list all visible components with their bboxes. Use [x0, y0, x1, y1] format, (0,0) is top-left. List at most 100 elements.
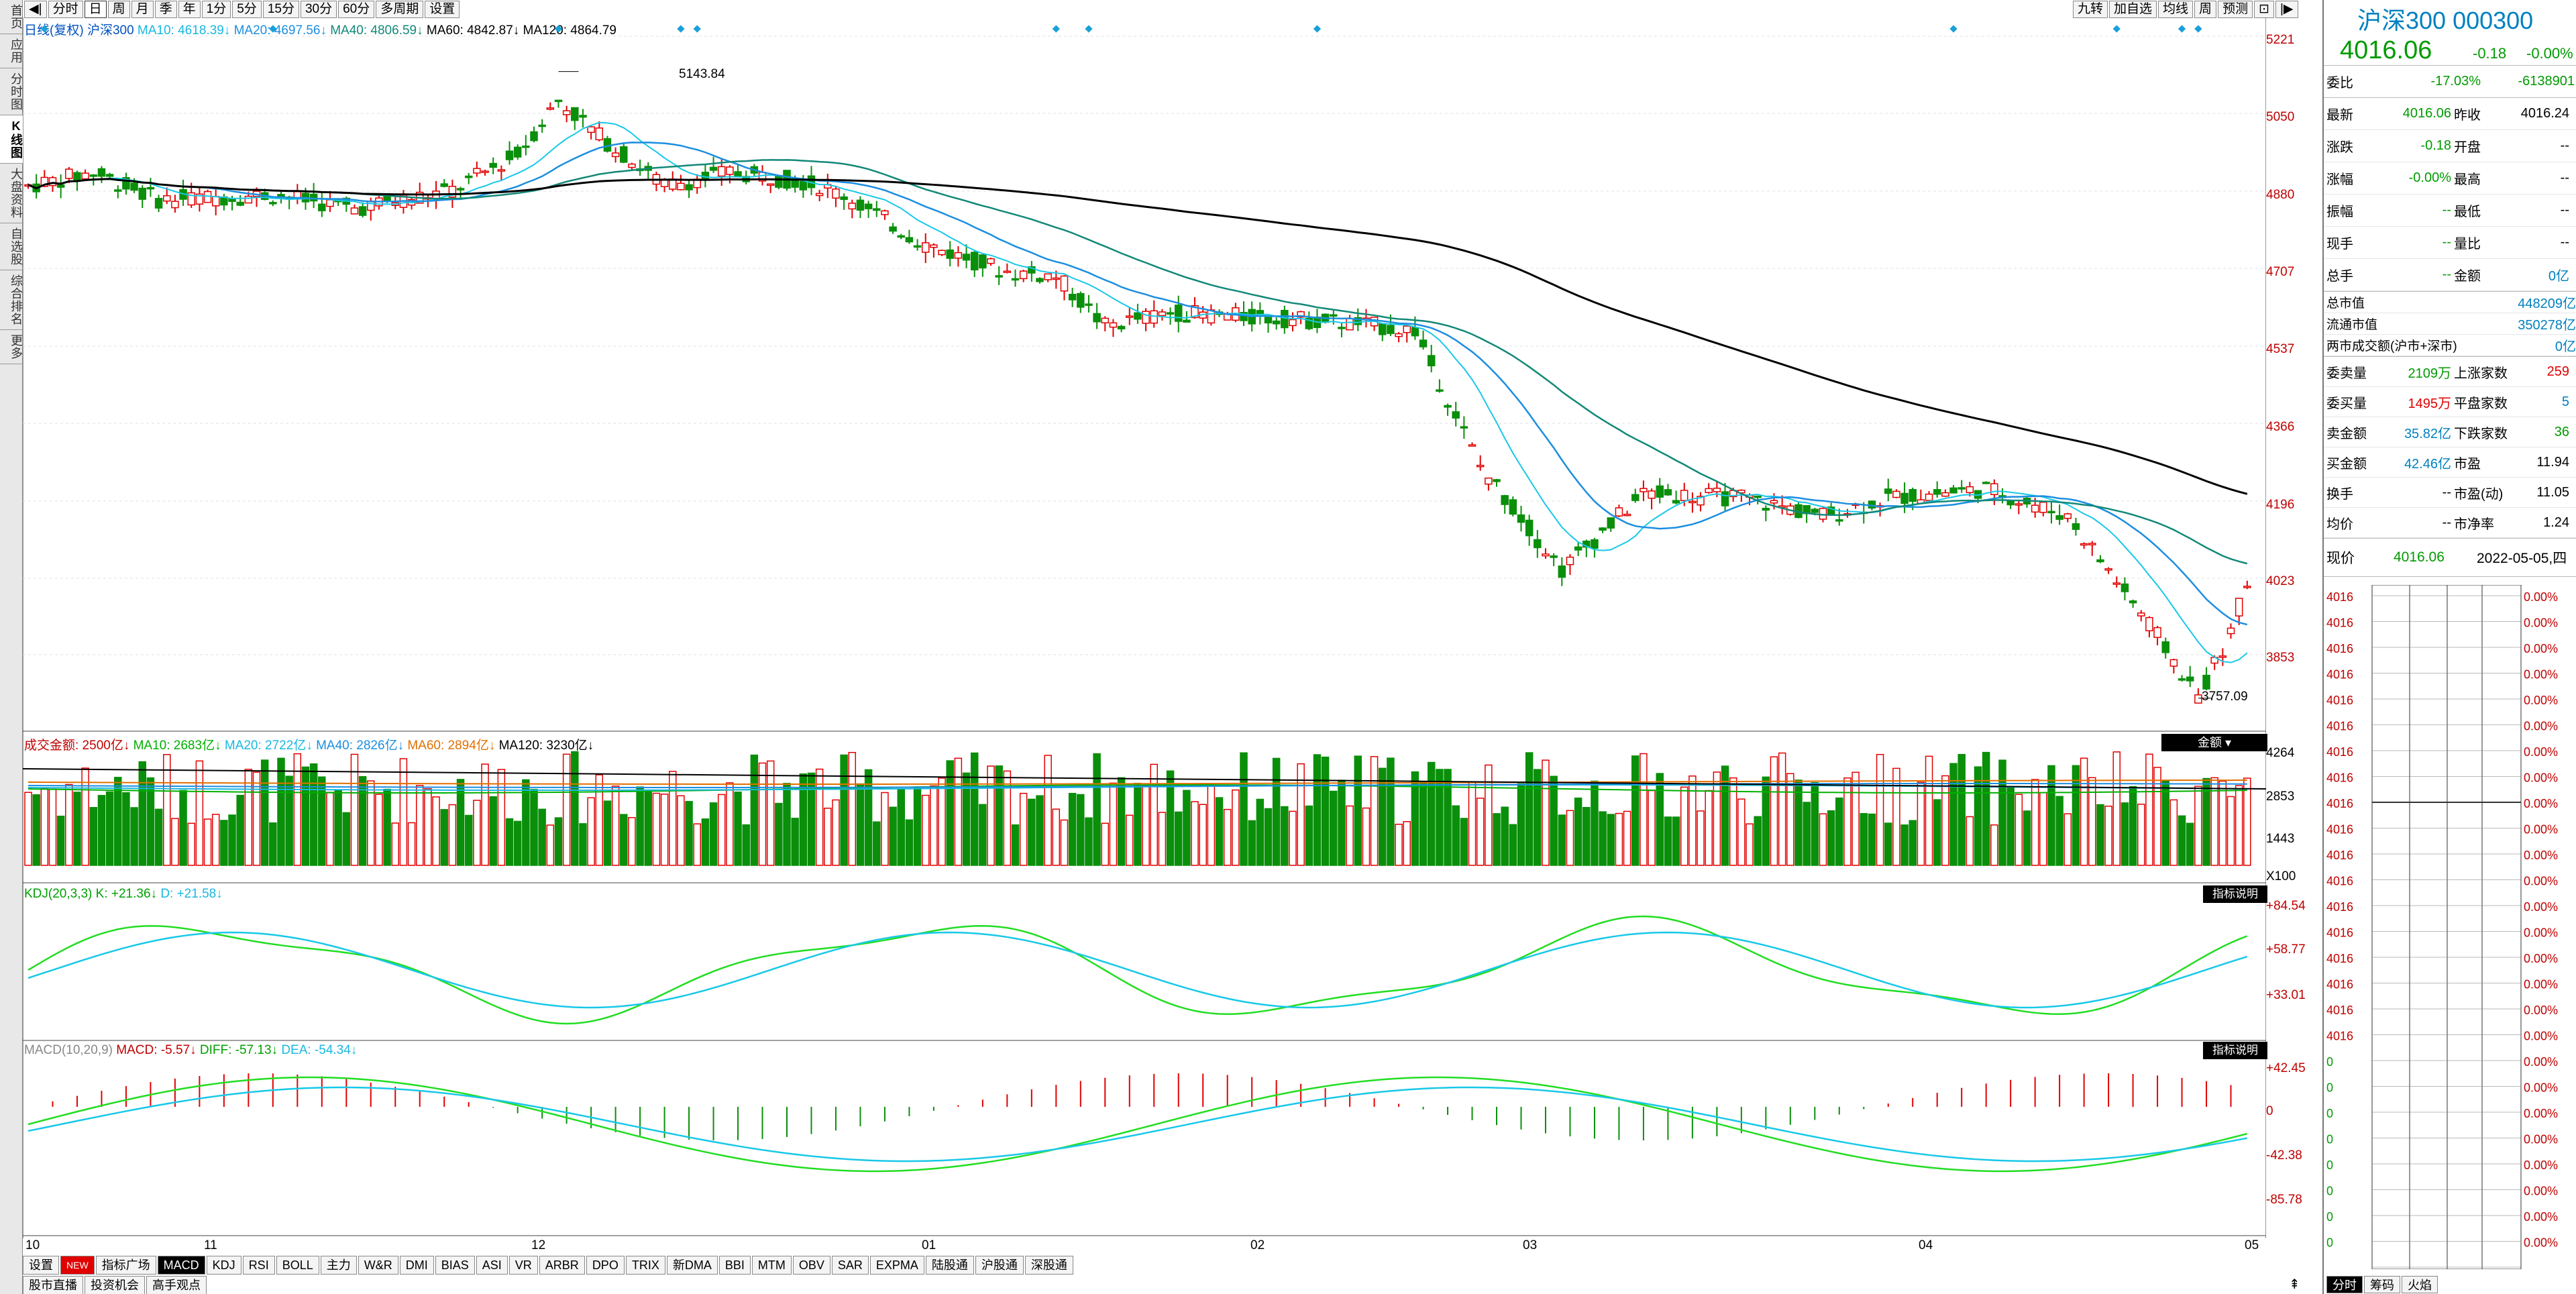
quote-row-label: 涨幅	[2326, 172, 2353, 187]
period-button-5[interactable]: 年	[178, 1, 201, 18]
event-marker-icon[interactable]	[1085, 25, 1093, 33]
mini-frame	[2371, 585, 2522, 1269]
event-marker-icon[interactable]	[2194, 25, 2202, 33]
indicator-tab-6[interactable]: BOLL	[276, 1256, 319, 1275]
indicator-tab-23[interactable]: 沪股通	[975, 1256, 1024, 1275]
indicator-tab-5[interactable]: RSI	[242, 1256, 275, 1275]
event-marker-icon[interactable]	[1949, 25, 1957, 33]
candle-body	[326, 199, 334, 207]
event-marker-icon[interactable]	[269, 25, 277, 33]
period-button-12[interactable]: 设置	[425, 1, 460, 18]
indicator-tab-7[interactable]: 主力	[320, 1256, 357, 1275]
candle-body	[1150, 310, 1158, 324]
indicator-tab-24[interactable]: 深股通	[1024, 1256, 1073, 1275]
candle-body	[130, 182, 138, 191]
event-marker-icon[interactable]	[1313, 25, 1322, 33]
period-button-1[interactable]: 日	[84, 1, 107, 18]
indicator-tab-2[interactable]: 指标广场	[95, 1256, 156, 1275]
indicator-tab-11[interactable]: ASI	[476, 1256, 508, 1275]
volume-bar	[660, 794, 669, 866]
left-tab-6[interactable]: 综合排名	[0, 270, 23, 330]
indicator-tab-18[interactable]: MTM	[751, 1256, 792, 1275]
period-button-9[interactable]: 30分	[300, 1, 337, 18]
event-marker-icon[interactable]	[1052, 25, 1060, 33]
indicator-tab-21[interactable]: EXPMA	[869, 1256, 924, 1275]
period-button-4[interactable]: 季	[154, 1, 177, 18]
first-bar-button[interactable]: ◀|	[24, 1, 47, 18]
right-toolbar-button-1[interactable]: 加自选	[2109, 1, 2157, 18]
volume-bar	[1925, 755, 1933, 866]
event-marker-icon[interactable]	[677, 25, 685, 33]
left-tab-4[interactable]: 大盘资料	[0, 164, 23, 223]
event-marker-icon[interactable]	[693, 25, 701, 33]
quote-tab-2[interactable]: 火焰	[2402, 1276, 2438, 1293]
indicator-tab-9[interactable]: DMI	[399, 1256, 434, 1275]
indicator-tab-8[interactable]: W&R	[358, 1256, 398, 1275]
indicator-tab-14[interactable]: DPO	[586, 1256, 625, 1275]
quote-tab-0[interactable]: 分时	[2326, 1276, 2363, 1293]
kline-type-label[interactable]: 日线(复权)	[24, 23, 84, 38]
volume-bar	[105, 791, 114, 866]
period-button-3[interactable]: 月	[131, 1, 154, 18]
event-marker-icon[interactable]	[554, 25, 563, 33]
bottom-links: 股市直播 投资机会 高手观点	[23, 1276, 208, 1294]
indicator-tab-17[interactable]: BBI	[718, 1256, 751, 1275]
volume-bar	[138, 761, 147, 866]
left-tab-5[interactable]: 自选股	[0, 223, 23, 270]
amount-dropdown[interactable]: 金额 ▾	[2161, 734, 2267, 751]
quote-tab-1[interactable]: 筹码	[2364, 1276, 2400, 1293]
bottom-link-0[interactable]: 股市直播	[23, 1276, 83, 1294]
period-button-11[interactable]: 多周期	[376, 1, 424, 18]
event-marker-icon[interactable]	[40, 25, 48, 33]
mini-left-label: 0	[2326, 1158, 2333, 1172]
volume-bar	[1827, 810, 1835, 866]
left-tab-1[interactable]: 应用	[0, 34, 23, 68]
scroll-top-icon[interactable]: ⇞	[2289, 1277, 2300, 1292]
period-button-8[interactable]: 15分	[262, 1, 299, 18]
indicator-tab-10[interactable]: BIAS	[435, 1256, 475, 1275]
indicator-tab-15[interactable]: TRIX	[625, 1256, 665, 1275]
period-button-0[interactable]: 分时	[48, 1, 83, 18]
period-button-6[interactable]: 1分	[201, 1, 231, 18]
kdj-help-button[interactable]: 指标说明	[2203, 885, 2267, 903]
candle-body	[244, 195, 253, 204]
macd-help-button[interactable]: 指标说明	[2203, 1042, 2267, 1059]
kline-chart[interactable]	[23, 17, 2266, 1258]
candle-body	[864, 203, 873, 209]
volume-bar	[807, 772, 816, 866]
indicator-tab-1[interactable]: NEW	[60, 1256, 95, 1275]
indicator-tab-0[interactable]: 设置	[23, 1256, 59, 1275]
left-tab-3[interactable]: K线图	[0, 115, 23, 164]
candle-body	[628, 163, 636, 168]
left-tab-2[interactable]: 分时图	[0, 68, 23, 115]
candle-body	[1909, 489, 1917, 502]
last-bar-button[interactable]: |▶	[2275, 1, 2298, 18]
bottom-link-2[interactable]: 高手观点	[146, 1276, 207, 1294]
indicator-tab-20[interactable]: SAR	[831, 1256, 869, 1275]
period-button-2[interactable]: 周	[107, 1, 130, 18]
market-cap-value: 448209亿	[2518, 296, 2576, 311]
left-tab-0[interactable]: 首页	[0, 0, 23, 34]
period-button-10[interactable]: 60分	[338, 1, 375, 18]
period-button-7[interactable]: 5分	[232, 1, 262, 18]
right-toolbar-button-3[interactable]: 周	[2194, 1, 2217, 18]
mini-right-label: 0.00%	[2524, 616, 2558, 630]
event-marker-icon[interactable]	[2178, 25, 2186, 33]
market-row: 委买量 1495万 平盘家数 5	[2324, 387, 2576, 417]
indicator-tab-22[interactable]: 陆股通	[925, 1256, 974, 1275]
indicator-tab-19[interactable]: OBV	[792, 1256, 830, 1275]
indicator-tab-16[interactable]: 新DMA	[666, 1256, 718, 1275]
right-toolbar-button-2[interactable]: 均线	[2158, 1, 2194, 18]
right-toolbar-button-4[interactable]: 预测	[2218, 1, 2253, 18]
lock-icon[interactable]: ⊡	[2254, 1, 2274, 18]
indicator-tab-4[interactable]: KDJ	[206, 1256, 241, 1275]
indicator-tab-13[interactable]: ARBR	[539, 1256, 585, 1275]
left-tab-7[interactable]: 更多	[0, 330, 23, 364]
volume-bar	[1517, 783, 1525, 866]
right-toolbar-button-0[interactable]: 九转	[2073, 1, 2108, 18]
mini-tick-chart[interactable]: 4016 0.00% 4016 0.00% 4016 0.00% 4016 0.00% 4016…	[2324, 585, 2576, 1269]
bottom-link-1[interactable]: 投资机会	[85, 1276, 145, 1294]
event-marker-icon[interactable]	[2112, 25, 2121, 33]
indicator-tab-12[interactable]: VR	[508, 1256, 538, 1275]
indicator-tab-3[interactable]: MACD	[157, 1256, 205, 1275]
